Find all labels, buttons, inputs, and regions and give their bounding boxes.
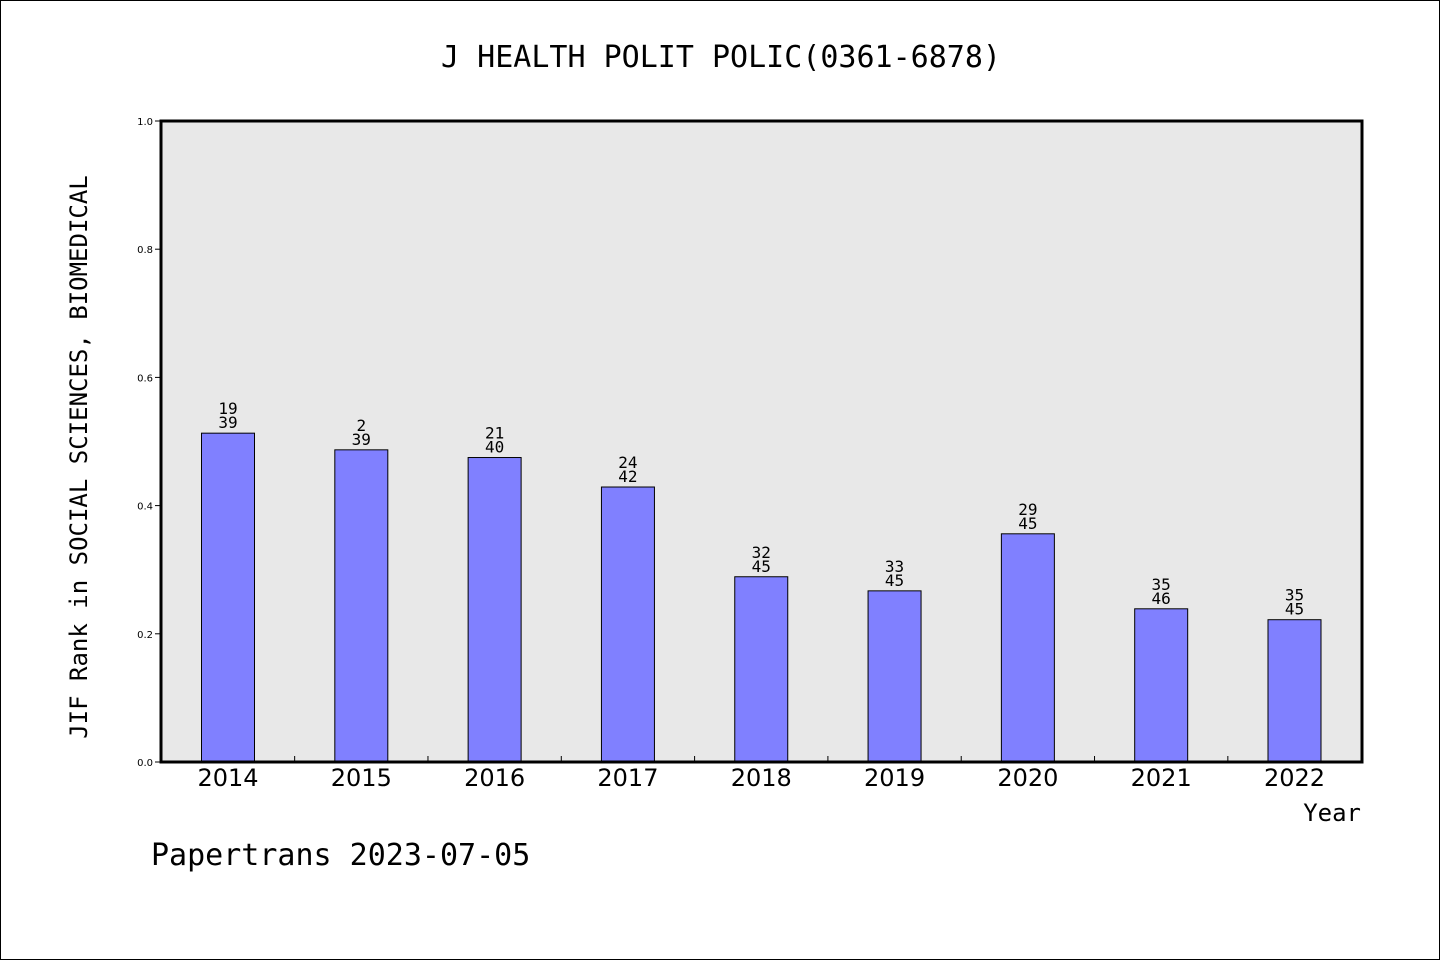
bar-rank-label: 33: [885, 557, 904, 576]
x-tick-label: 2021: [1131, 764, 1192, 792]
bar-2016: [467, 457, 522, 763]
bar-2019: [867, 590, 922, 763]
bars: [201, 432, 1322, 763]
x-tick-label: 2018: [731, 764, 792, 792]
x-axis-label: Year: [1303, 799, 1361, 827]
x-tick-label: 2017: [597, 764, 658, 792]
y-axis-ticks: 0.0 0.2 0.4 0.6 0.8 1.0: [137, 117, 161, 769]
x-tick-label: 2020: [997, 764, 1058, 792]
bar-rank-label: 2: [356, 416, 366, 435]
bar-total-label: 40: [485, 438, 504, 457]
bar-rank-label: 35: [1152, 575, 1171, 594]
x-tick-label: 2014: [197, 764, 258, 792]
y-tick-label: 1.0: [137, 117, 153, 128]
bar-total-label: 39: [352, 430, 371, 449]
y-tick-label: 0.6: [137, 373, 153, 384]
x-axis-labels: 2014 2015 2016 2017 2018 2019 2020 2021 2022: [197, 764, 1325, 792]
bar-total-label: 45: [1285, 600, 1304, 619]
bar-rank-label: 32: [752, 543, 771, 562]
y-tick-label: 0.2: [137, 630, 153, 641]
footer-text: Papertrans 2023-07-05: [151, 838, 530, 873]
bar-2020: [1000, 533, 1055, 763]
bar-total-label: 45: [752, 557, 771, 576]
chart-title: J HEALTH POLIT POLIC(0361-6878): [441, 40, 1001, 75]
y-tick-label: 0.0: [137, 758, 153, 769]
x-tick-label: 2019: [864, 764, 925, 792]
bar-2018: [734, 576, 789, 763]
bar-2021: [1134, 608, 1189, 763]
y-axis-label: JIF Rank in SOCIAL SCIENCES, BIOMEDICAL: [65, 175, 93, 739]
bar-2022: [1267, 619, 1322, 763]
x-tick-label: 2015: [331, 764, 392, 792]
plot-border: [159, 119, 1364, 764]
bar-rank-label: 29: [1018, 500, 1037, 519]
bar-total-label: 45: [1018, 514, 1037, 533]
bar-rank-label: 21: [485, 424, 504, 443]
bar-2017: [600, 486, 655, 763]
bar-total-label: 42: [618, 467, 637, 486]
y-tick-label: 0.8: [137, 245, 153, 256]
bar-total-label: 46: [1152, 589, 1171, 608]
bar-rank-label: 19: [218, 399, 237, 418]
x-tick-label: 2016: [464, 764, 525, 792]
x-tick-label: 2022: [1264, 764, 1325, 792]
bar-rank-label: 24: [618, 453, 637, 472]
bar-total-label: 39: [218, 413, 237, 432]
y-tick-label: 0.4: [137, 502, 153, 513]
bar-2014: [201, 432, 255, 763]
bar-rank-label: 35: [1285, 586, 1304, 605]
bar-total-label: 45: [885, 571, 904, 590]
bar-2015: [334, 449, 389, 763]
